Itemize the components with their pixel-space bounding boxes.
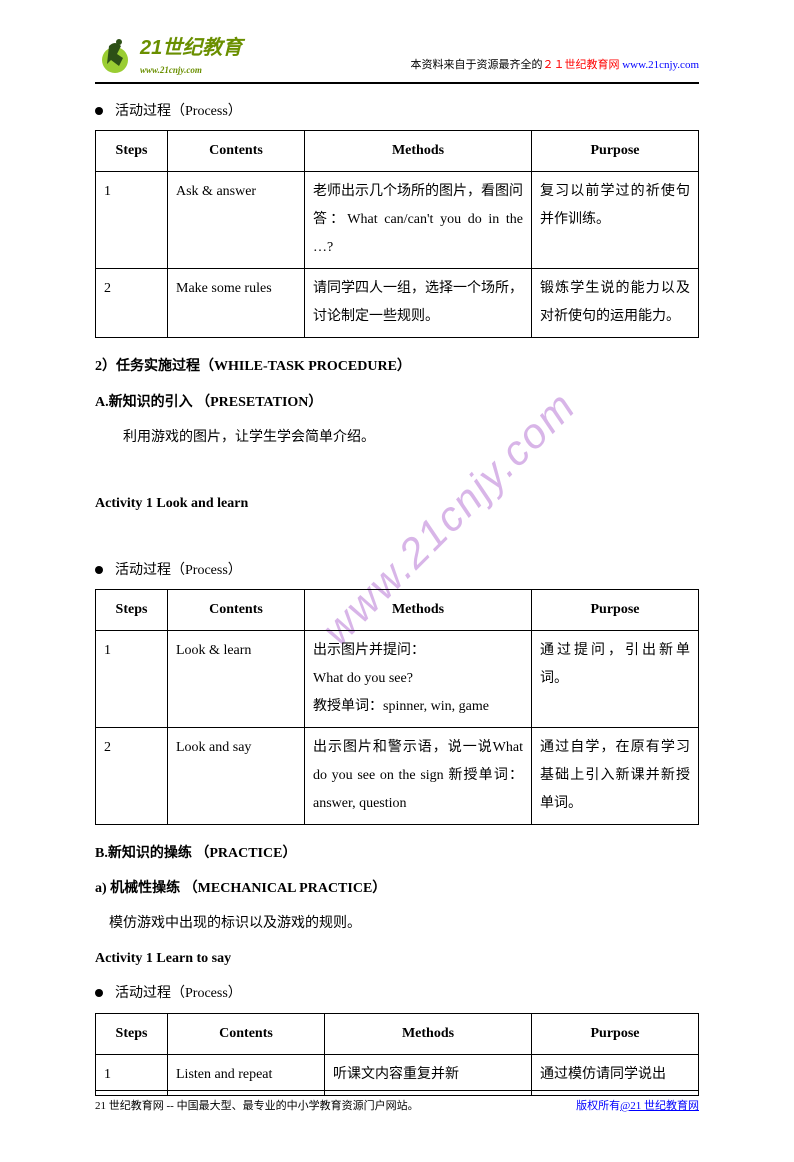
cell-methods: 老师出示几个场所的图片，看图问答：What can/can't you do i…: [305, 172, 532, 269]
table-process1: Steps Contents Methods Purpose 1 Ask & a…: [95, 130, 699, 338]
th-purpose: Purpose: [532, 1013, 699, 1054]
cell-contents: Listen and repeat: [168, 1054, 325, 1095]
cell-contents: Look & learn: [168, 630, 305, 727]
cell-step: 2: [96, 727, 168, 824]
table-row: 1 Look & learn 出示图片并提问：What do you see?教…: [96, 630, 699, 727]
logo-subtext: www.21cnjy.com: [140, 62, 242, 78]
th-steps: Steps: [96, 589, 168, 630]
runner-icon: [95, 34, 135, 74]
th-methods: Methods: [325, 1013, 532, 1054]
tagline-url: www.21cnjy.com: [622, 59, 699, 71]
tagline-prefix: 本资料来自于资源最齐全的: [410, 59, 542, 71]
table-header-row: Steps Contents Methods Purpose: [96, 131, 699, 172]
cell-purpose: 通过模仿请同学说出: [532, 1054, 699, 1095]
table-process3: Steps Contents Methods Purpose 1 Listen …: [95, 1013, 699, 1096]
activity1-b-title: Activity 1 Learn to say: [95, 946, 699, 971]
cell-contents: Ask & answer: [168, 172, 305, 269]
cell-contents: Look and say: [168, 727, 305, 824]
heading-section2: 2）任务实施过程（WHILE-TASK PROCEDURE）: [95, 354, 699, 379]
cell-step: 1: [96, 172, 168, 269]
heading-sub-b: B.新知识的操练 （PRACTICE）: [95, 841, 699, 866]
th-contents: Contents: [168, 1013, 325, 1054]
cell-methods: 请同学四人一组，选择一个场所，讨论制定一些规则。: [305, 269, 532, 338]
cell-step: 1: [96, 630, 168, 727]
th-contents: Contents: [168, 131, 305, 172]
tagline-brand: ２１世纪教育网: [542, 59, 619, 71]
desc-b: 模仿游戏中出现的标识以及游戏的规则。: [95, 911, 699, 936]
table-header-row: Steps Contents Methods Purpose: [96, 589, 699, 630]
th-steps: Steps: [96, 1013, 168, 1054]
cell-purpose: 通过自学，在原有学习基础上引入新课并新授单词。: [532, 727, 699, 824]
table-row: 1 Listen and repeat 听课文内容重复并新 通过模仿请同学说出: [96, 1054, 699, 1095]
th-steps: Steps: [96, 131, 168, 172]
table-row: 2 Make some rules 请同学四人一组，选择一个场所，讨论制定一些规…: [96, 269, 699, 338]
process1-title: 活动过程（Process）: [95, 99, 699, 124]
table-process2: Steps Contents Methods Purpose 1 Look & …: [95, 589, 699, 825]
th-contents: Contents: [168, 589, 305, 630]
heading-sub-a: A.新知识的引入 （PRESETATION）: [95, 390, 699, 415]
desc-a: 利用游戏的图片，让学生学会简单介绍。: [95, 425, 699, 450]
cell-methods: 出示图片并提问：What do you see?教授单词：spinner, wi…: [305, 630, 532, 727]
cell-purpose: 通过提问，引出新单词。: [532, 630, 699, 727]
process3-title: 活动过程（Process）: [95, 981, 699, 1006]
th-purpose: Purpose: [532, 589, 699, 630]
table-row: 1 Ask & answer 老师出示几个场所的图片，看图问答：What can…: [96, 172, 699, 269]
th-purpose: Purpose: [532, 131, 699, 172]
heading-sub-b-a: a) 机械性操练 （MECHANICAL PRACTICE）: [95, 876, 699, 901]
cell-contents: Make some rules: [168, 269, 305, 338]
page-header: 21世纪教育 www.21cnjy.com 本资料来自于资源最齐全的２１世纪教育…: [95, 30, 699, 84]
footer-left: 21 世纪教育网 -- 中国最大型、最专业的中小学教育资源门户网站。: [95, 1097, 419, 1117]
main-content: 活动过程（Process） Steps Contents Methods Pur…: [95, 99, 699, 1095]
cell-step: 2: [96, 269, 168, 338]
process2-title: 活动过程（Process）: [95, 558, 699, 583]
cell-step: 1: [96, 1054, 168, 1095]
logo-text: 21世纪教育: [140, 37, 242, 59]
cell-purpose: 锻炼学生说的能力以及对祈使句的运用能力。: [532, 269, 699, 338]
cell-methods: 听课文内容重复并新: [325, 1054, 532, 1095]
activity1-title: Activity 1 Look and learn: [95, 491, 699, 516]
header-tagline: 本资料来自于资源最齐全的２１世纪教育网 www.21cnjy.com: [242, 56, 699, 78]
table-header-row: Steps Contents Methods Purpose: [96, 1013, 699, 1054]
cell-purpose: 复习以前学过的祈使句并作训练。: [532, 172, 699, 269]
cell-methods: 出示图片和警示语，说一说What do you see on the sign …: [305, 727, 532, 824]
th-methods: Methods: [305, 589, 532, 630]
logo-area: 21世纪教育 www.21cnjy.com: [95, 30, 242, 78]
th-methods: Methods: [305, 131, 532, 172]
table-row: 2 Look and say 出示图片和警示语，说一说What do you s…: [96, 727, 699, 824]
footer-right: 版权所有@21 世纪教育网: [576, 1097, 699, 1117]
